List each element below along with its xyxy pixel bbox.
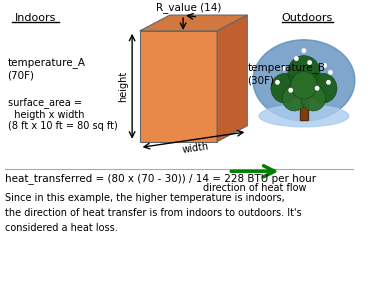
Circle shape: [291, 72, 317, 99]
Text: height: height: [118, 71, 128, 102]
Circle shape: [322, 63, 327, 68]
Circle shape: [281, 66, 285, 71]
Circle shape: [294, 56, 299, 61]
Text: temperature_A
(70F): temperature_A (70F): [8, 58, 86, 80]
Text: Outdoors: Outdoors: [281, 13, 332, 23]
Text: the direction of heat transfer is from indoors to outdoors. It's: the direction of heat transfer is from i…: [5, 208, 301, 218]
Circle shape: [307, 60, 312, 65]
Ellipse shape: [259, 105, 349, 127]
Circle shape: [302, 48, 306, 53]
Text: heat_transferred = (80 x (70 - 30)) / 14 = 228 BTU per hour: heat_transferred = (80 x (70 - 30)) / 14…: [5, 173, 316, 184]
Text: temperature_B
(30F): temperature_B (30F): [247, 62, 325, 85]
Ellipse shape: [253, 40, 355, 121]
Text: surface_area =
  heigth x width
(8 ft x 10 ft = 80 sq ft): surface_area = heigth x width (8 ft x 10…: [8, 97, 117, 131]
Circle shape: [328, 70, 333, 75]
Text: Indoors: Indoors: [15, 13, 56, 23]
Polygon shape: [217, 15, 247, 142]
Circle shape: [301, 85, 326, 111]
Circle shape: [288, 56, 320, 89]
Circle shape: [288, 88, 293, 93]
Text: width: width: [181, 142, 210, 155]
Text: Since in this example, the higher temperature is indoors,: Since in this example, the higher temper…: [5, 193, 285, 203]
Circle shape: [326, 80, 331, 85]
Polygon shape: [140, 31, 217, 142]
Circle shape: [315, 86, 319, 91]
Text: considered a heat loss.: considered a heat loss.: [5, 223, 117, 233]
Circle shape: [309, 73, 337, 103]
Bar: [300, 98, 308, 120]
Circle shape: [282, 85, 307, 111]
Circle shape: [271, 73, 299, 103]
Circle shape: [275, 80, 280, 85]
Text: direction of heat flow: direction of heat flow: [203, 183, 307, 193]
Text: R_value (14): R_value (14): [156, 2, 221, 13]
Polygon shape: [140, 15, 247, 31]
